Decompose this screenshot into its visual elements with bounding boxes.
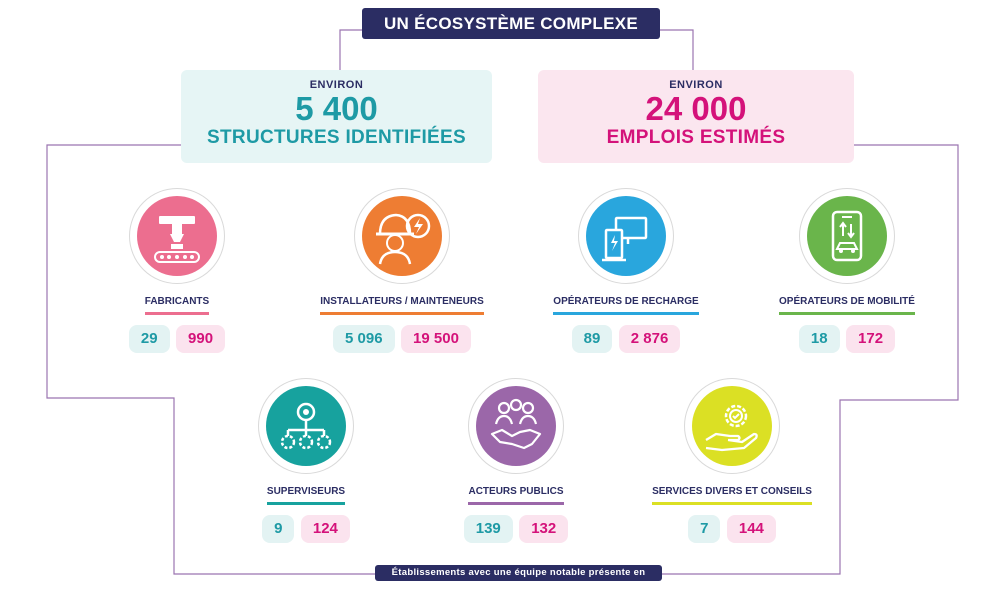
category-name: FABRICANTS bbox=[144, 296, 210, 315]
emplois-count: 19 500 bbox=[401, 325, 471, 353]
category-name: SERVICES DIVERS ET CONSEILS bbox=[652, 486, 812, 505]
handshake-people-icon bbox=[476, 386, 556, 466]
structures-value: 5 400 bbox=[295, 90, 378, 127]
category-name: INSTALLATEURS / MAINTENEURS bbox=[320, 296, 484, 315]
emplois-count: 172 bbox=[846, 325, 896, 353]
emplois-count: 144 bbox=[726, 515, 776, 543]
title-banner: UN ÉCOSYSTÈME COMPLEXE bbox=[362, 8, 660, 39]
structures-count: 7 bbox=[688, 515, 721, 543]
category-operateurs-mobilite: OPÉRATEURS DE MOBILITÉ 18 172 bbox=[747, 188, 947, 353]
structures-count: 5 096 bbox=[333, 325, 395, 353]
emplois-count: 124 bbox=[300, 515, 350, 543]
emplois-count: 990 bbox=[176, 325, 226, 353]
structures-caption: STRUCTURES IDENTIFIÉES bbox=[207, 127, 466, 148]
icon-ring bbox=[258, 378, 354, 474]
category-superviseurs: SUPERVISEURS 9 124 bbox=[206, 378, 406, 543]
category-services-conseils: SERVICES DIVERS ET CONSEILS 7 144 bbox=[632, 378, 832, 543]
footnote-banner: Établissements avec une équipe notable p… bbox=[375, 565, 662, 594]
emplois-prefix: ENVIRON bbox=[669, 79, 723, 91]
icon-ring bbox=[468, 378, 564, 474]
emplois-caption: EMPLOIS ESTIMÉS bbox=[606, 127, 786, 148]
structures-count: 29 bbox=[128, 325, 170, 353]
category-name: OPÉRATEURS DE MOBILITÉ bbox=[779, 296, 915, 315]
category-acteurs-publics: ACTEURS PUBLICS 139 132 bbox=[416, 378, 616, 543]
structures-count: 89 bbox=[571, 325, 613, 353]
emplois-count: 132 bbox=[519, 515, 569, 543]
charging-station-icon bbox=[586, 196, 666, 276]
icon-ring bbox=[684, 378, 780, 474]
category-name: SUPERVISEURS bbox=[266, 486, 346, 505]
icon-ring bbox=[799, 188, 895, 284]
icon-ring bbox=[578, 188, 674, 284]
structures-stat-box: ENVIRON 5 400 STRUCTURES IDENTIFIÉES bbox=[181, 70, 492, 163]
connector-frame bbox=[46, 29, 959, 575]
emplois-count: 2 876 bbox=[618, 325, 681, 353]
icon-ring bbox=[129, 188, 225, 284]
category-operateurs-recharge: OPÉRATEURS DE RECHARGE 89 2 876 bbox=[526, 188, 726, 353]
structures-count: 139 bbox=[463, 515, 513, 543]
network-hierarchy-icon bbox=[266, 386, 346, 466]
emplois-value: 24 000 bbox=[645, 90, 747, 127]
emplois-stat-box: ENVIRON 24 000 EMPLOIS ESTIMÉS bbox=[538, 70, 854, 163]
icon-ring bbox=[354, 188, 450, 284]
structures-prefix: ENVIRON bbox=[309, 79, 364, 91]
category-name: OPÉRATEURS DE RECHARGE bbox=[553, 296, 699, 315]
category-installateurs: INSTALLATEURS / MAINTENEURS 5 096 19 500 bbox=[302, 188, 502, 353]
category-fabricants: FABRICANTS 29 990 bbox=[77, 188, 277, 353]
smartphone-car-icon bbox=[807, 196, 887, 276]
hand-gear-icon bbox=[692, 386, 772, 466]
worker-helmet-icon bbox=[362, 196, 442, 276]
structures-count: 9 bbox=[262, 515, 295, 543]
structures-count: 18 bbox=[798, 325, 840, 353]
category-name: ACTEURS PUBLICS bbox=[468, 486, 564, 505]
factory-robot-arm-icon bbox=[137, 196, 217, 276]
